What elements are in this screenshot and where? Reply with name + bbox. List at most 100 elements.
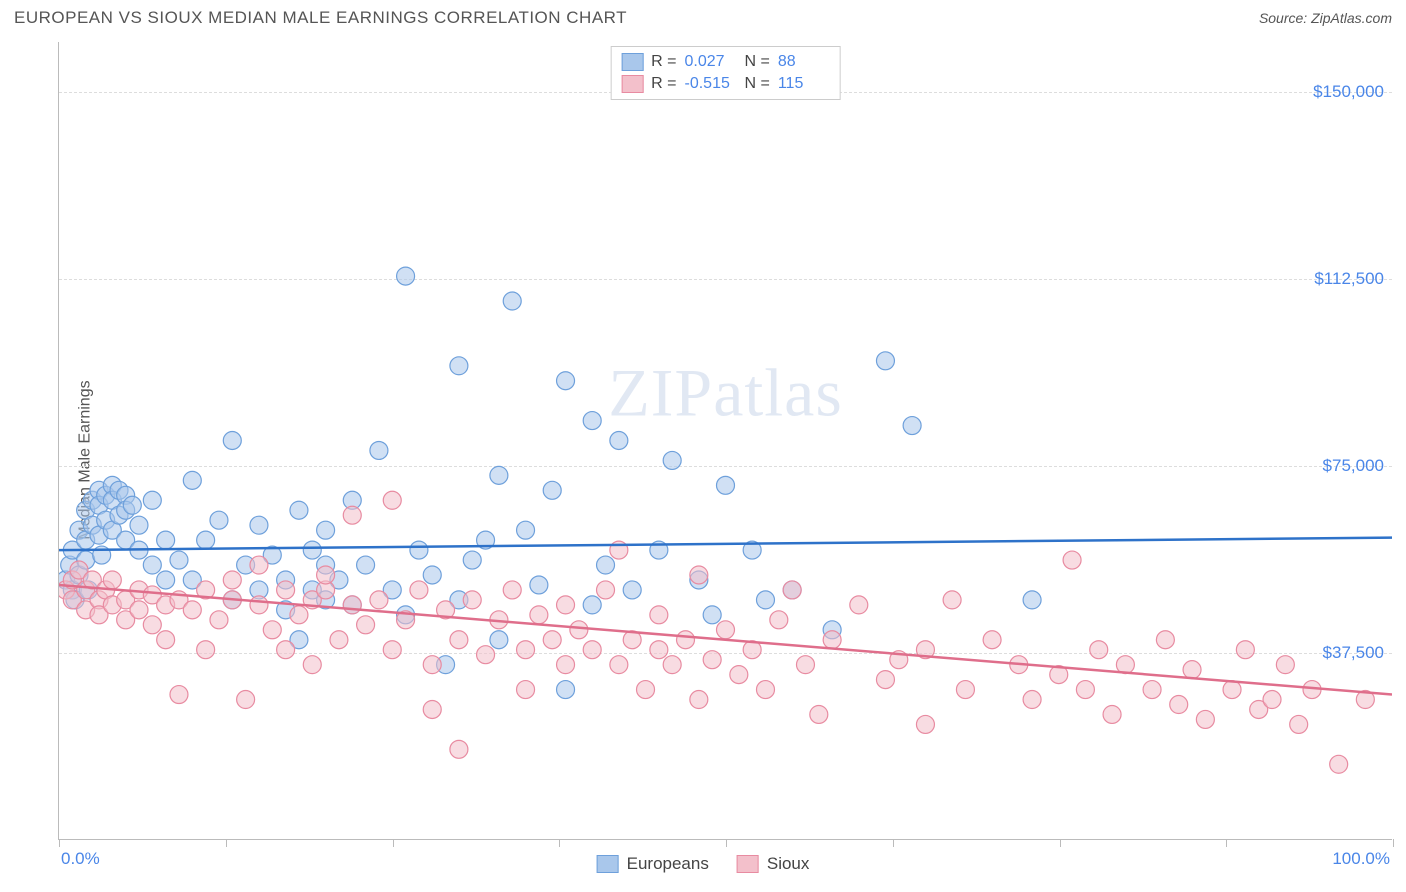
data-point (650, 541, 668, 559)
stat-label: N = (745, 75, 770, 93)
data-point (477, 646, 495, 664)
data-point (170, 551, 188, 569)
data-point (130, 516, 148, 534)
data-point (570, 621, 588, 639)
data-point (397, 267, 415, 285)
data-point (437, 601, 455, 619)
data-point (637, 681, 655, 699)
data-point (490, 466, 508, 484)
data-point (317, 566, 335, 584)
data-point (423, 566, 441, 584)
x-tick (1393, 839, 1394, 847)
data-point (410, 541, 428, 559)
data-point (916, 715, 934, 733)
data-point (1356, 691, 1374, 709)
data-point (263, 621, 281, 639)
data-point (370, 441, 388, 459)
data-point (1090, 641, 1108, 659)
data-point (1050, 666, 1068, 684)
data-point (303, 541, 321, 559)
data-point (730, 666, 748, 684)
data-point (717, 621, 735, 639)
data-point (756, 681, 774, 699)
data-point (583, 412, 601, 430)
data-point (370, 591, 388, 609)
data-point (210, 511, 228, 529)
data-point (450, 740, 468, 758)
data-point (250, 516, 268, 534)
data-point (690, 691, 708, 709)
data-point (157, 631, 175, 649)
data-point (943, 591, 961, 609)
data-point (210, 611, 228, 629)
data-point (250, 556, 268, 574)
data-point (690, 566, 708, 584)
data-point (93, 546, 111, 564)
data-point (143, 491, 161, 509)
data-point (876, 671, 894, 689)
data-point (796, 656, 814, 674)
data-point (557, 596, 575, 614)
r-value: 0.027 (685, 53, 737, 71)
stat-label: R = (651, 75, 676, 93)
data-point (850, 596, 868, 614)
data-point (277, 581, 295, 599)
data-point (277, 641, 295, 659)
data-point (1276, 656, 1294, 674)
data-point (770, 611, 788, 629)
data-point (610, 541, 628, 559)
data-point (130, 541, 148, 559)
data-point (743, 641, 761, 659)
data-point (1303, 681, 1321, 699)
data-point (597, 581, 615, 599)
data-point (1170, 696, 1188, 714)
data-point (703, 651, 721, 669)
legend-item: Europeans (597, 854, 709, 874)
data-point (477, 531, 495, 549)
data-point (517, 641, 535, 659)
n-value: 88 (778, 53, 830, 71)
legend-swatch (621, 53, 643, 71)
data-point (623, 581, 641, 599)
legend-label: Sioux (767, 854, 810, 874)
data-point (610, 432, 628, 450)
x-max-label: 100.0% (1332, 849, 1390, 869)
data-point (290, 501, 308, 519)
data-point (743, 541, 761, 559)
data-point (1023, 691, 1041, 709)
data-point (1223, 681, 1241, 699)
data-point (530, 576, 548, 594)
data-point (197, 641, 215, 659)
data-point (703, 606, 721, 624)
data-point (517, 681, 535, 699)
plot-region: ZIPatlas R =0.027N =88R =-0.515N =115 $3… (58, 42, 1392, 840)
data-point (250, 596, 268, 614)
data-point (1023, 591, 1041, 609)
data-point (583, 641, 601, 659)
n-value: 115 (778, 75, 830, 93)
data-point (383, 491, 401, 509)
data-point (1290, 715, 1308, 733)
data-point (237, 691, 255, 709)
data-point (383, 641, 401, 659)
data-point (490, 611, 508, 629)
data-point (490, 631, 508, 649)
data-point (410, 581, 428, 599)
series-legend: Europeans Sioux (597, 854, 810, 874)
data-point (290, 606, 308, 624)
data-point (170, 686, 188, 704)
data-point (197, 581, 215, 599)
data-point (1076, 681, 1094, 699)
chart-title: EUROPEAN VS SIOUX MEDIAN MALE EARNINGS C… (14, 8, 627, 28)
data-point (1116, 656, 1134, 674)
stats-row: R =0.027N =88 (621, 51, 830, 73)
data-point (130, 601, 148, 619)
data-point (503, 581, 521, 599)
data-point (1263, 691, 1281, 709)
legend-label: Europeans (627, 854, 709, 874)
data-point (223, 591, 241, 609)
data-point (583, 596, 601, 614)
data-point (330, 631, 348, 649)
data-point (756, 591, 774, 609)
data-point (597, 556, 615, 574)
